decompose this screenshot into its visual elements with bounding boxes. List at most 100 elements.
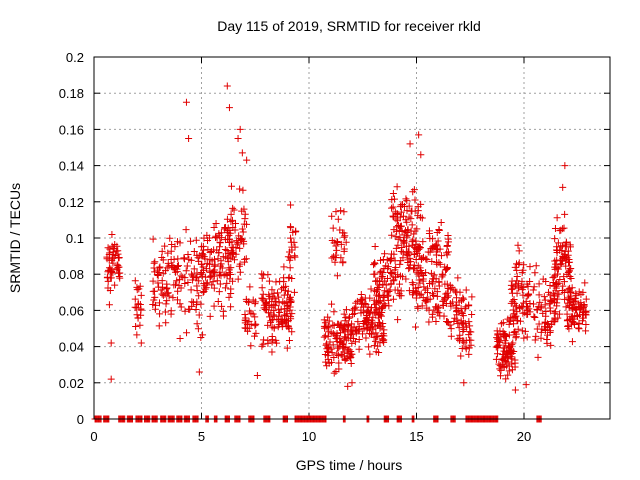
data-point [227,270,235,278]
data-point [350,305,358,313]
data-point [195,292,203,300]
x-axis-label: GPS time / hours [296,457,403,473]
data-point [252,298,260,306]
data-point [392,264,400,272]
data-point [246,307,254,315]
data-point [405,213,413,221]
data-point [380,300,388,308]
data-point [397,208,405,216]
data-point [221,245,229,253]
data-point [334,215,342,223]
data-point [228,216,236,224]
data-point [323,340,331,348]
data-point [379,294,387,301]
data-point [536,298,544,306]
data-point [246,283,254,291]
data-point [392,215,400,223]
data-point [441,295,449,303]
data-point [433,292,441,300]
data-point [532,262,540,270]
data-point [343,346,351,354]
data-point [454,274,462,282]
data-point [115,273,123,281]
data-point [567,288,575,296]
data-point [558,247,566,255]
data-point [493,334,501,342]
data-point [384,291,392,299]
data-point [241,255,249,263]
data-point [501,337,509,345]
data-point [447,325,455,333]
data-point [412,323,420,331]
data-point [285,317,293,325]
data-point [188,298,196,306]
data-point [452,294,460,302]
data-point [329,321,337,329]
data-point [554,290,562,298]
data-point [367,285,375,293]
data-point [350,334,358,342]
data-point [400,236,408,244]
data-point [396,280,404,288]
data-point [418,214,426,222]
data-point [173,277,181,285]
data-point [377,256,385,264]
data-point [562,262,570,270]
data-point [360,324,368,332]
data-point [519,309,527,317]
data-point [348,379,356,387]
data-point [561,162,569,170]
data-point [275,293,283,301]
data-point [205,234,213,242]
data-point [564,299,572,307]
data-point [443,242,451,250]
data-point [453,301,461,309]
data-point [370,270,378,278]
data-point [394,222,402,230]
data-point [114,254,122,262]
data-point [239,228,247,236]
data-point [450,318,458,326]
data-point [347,350,355,358]
data-point [328,300,336,308]
data-point [375,348,383,356]
data-point [535,320,543,328]
data-point [163,264,171,272]
data-point [414,283,422,291]
data-point [234,275,242,283]
data-point [340,247,348,255]
data-point [354,318,362,326]
data-point [392,233,400,241]
data-point [451,314,459,322]
data-point [155,283,163,291]
data-point [250,332,258,340]
data-point [240,240,248,248]
data-point [366,330,374,338]
data-point [190,248,198,256]
data-point [204,246,212,254]
data-point [342,314,350,322]
data-point [500,351,508,359]
data-point [414,212,422,220]
data-point [173,262,181,270]
data-point [562,303,570,311]
data-point [226,226,234,234]
data-point [348,339,356,347]
data-point [545,299,553,307]
data-point [228,238,236,246]
data-point [395,227,403,235]
data-point [154,279,162,287]
data-point [572,290,580,298]
data-point [435,225,443,233]
data-point [386,268,394,276]
data-point [341,356,349,364]
data-point [187,237,195,245]
data-point [264,271,272,279]
data-point [462,323,470,331]
data-point [285,274,293,282]
data-point [546,282,554,290]
data-point [409,188,417,196]
data-point [373,277,381,285]
data-point [208,281,216,289]
